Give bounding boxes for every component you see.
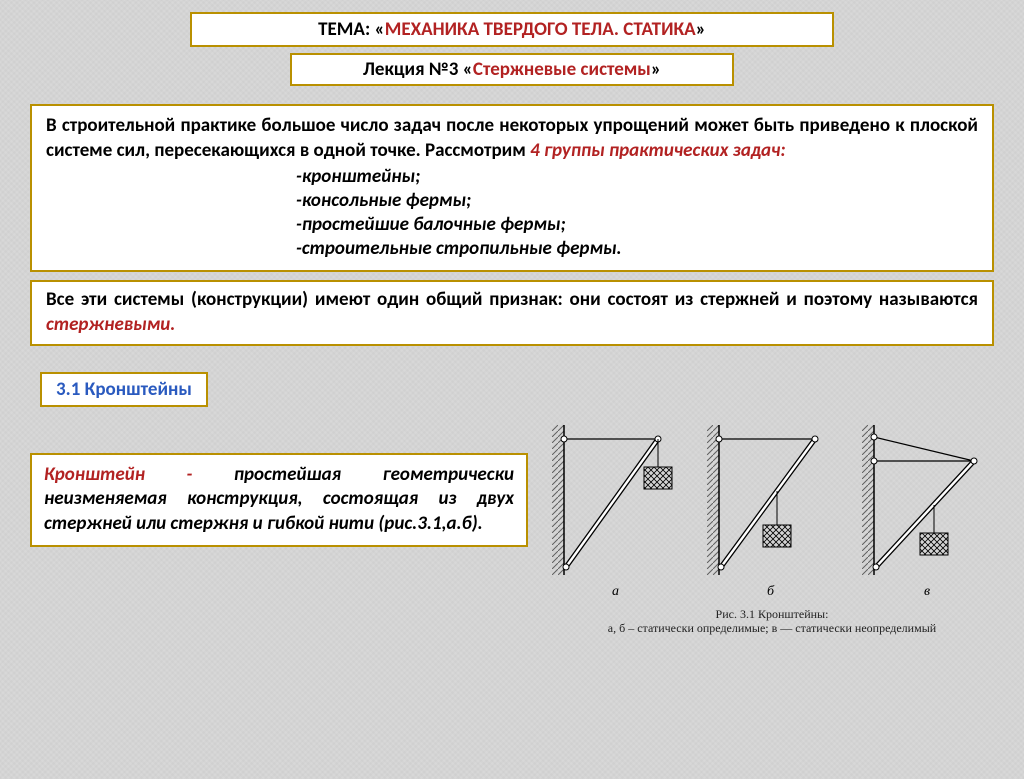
group-item: -консольные фермы; — [296, 189, 978, 213]
subfig-c: в — [862, 425, 977, 599]
intro-box: В строительной практике большое число за… — [30, 104, 994, 272]
group-item: -строительные стропильные фермы. — [296, 237, 978, 261]
topic-value: МЕХАНИКА ТВЕРДОГО ТЕЛА. СТАТИКА — [385, 18, 696, 41]
lecture-heading: Лекция №3 «Стержневые системы» — [290, 53, 734, 86]
note-box: Все эти системы (конструкции) имеют один… — [30, 280, 994, 345]
svg-text:б: б — [767, 584, 775, 599]
bottom-row: Кронштейн - простейшая геометрически неи… — [0, 417, 1024, 636]
fig-caption-line1: Рис. 3.1 Кронштейны: — [542, 607, 1002, 621]
note-red: стержневыми. — [46, 313, 175, 336]
groups-list: -кронштейны; -консольные фермы; -простей… — [296, 165, 978, 260]
figure-column: а б — [542, 425, 1002, 636]
topic-heading: ТЕМА: «МЕХАНИКА ТВЕРДОГО ТЕЛА. СТАТИКА» — [190, 12, 834, 47]
topic-label: ТЕМА: « — [318, 18, 385, 41]
intro-text: В строительной практике большое число за… — [46, 114, 978, 162]
section-heading: 3.1 Кронштейны — [40, 372, 208, 407]
lecture-value: Стержневые системы — [473, 58, 651, 81]
group-item: -кронштейны; — [296, 165, 978, 189]
topic-close: » — [696, 18, 706, 41]
definition-term: Кронштейн - — [44, 463, 234, 486]
brackets-diagram: а б — [542, 425, 1002, 605]
svg-text:в: в — [924, 584, 930, 599]
note-pre: Все эти системы (конструкции) имеют один… — [46, 288, 978, 311]
subfig-a: а — [552, 425, 672, 599]
lecture-close: » — [651, 58, 661, 81]
lecture-label: Лекция №3 « — [363, 58, 473, 81]
intro-red: 4 группы практических задач: — [530, 139, 786, 162]
definition-box: Кронштейн - простейшая геометрически неи… — [30, 453, 528, 547]
fig-caption-line2: а, б – статически определимые; в — стати… — [542, 621, 1002, 635]
group-item: -простейшие балочные фермы; — [296, 213, 978, 237]
subfig-b: б — [707, 425, 818, 599]
svg-text:а: а — [612, 584, 619, 599]
figure-caption: Рис. 3.1 Кронштейны: а, б – статически о… — [542, 607, 1002, 636]
